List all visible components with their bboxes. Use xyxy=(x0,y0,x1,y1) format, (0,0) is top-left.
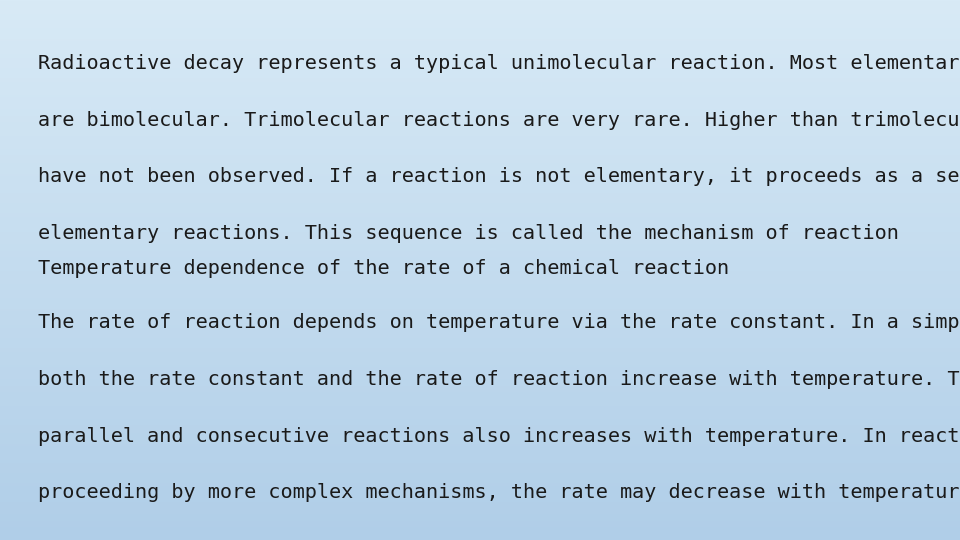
Text: are bimolecular. Trimolecular reactions are very rare. Higher than trimolecular : are bimolecular. Trimolecular reactions … xyxy=(38,111,960,130)
Text: elementary reactions. This sequence is called the mechanism of reaction: elementary reactions. This sequence is c… xyxy=(38,224,900,243)
Text: Temperature dependence of the rate of a chemical reaction: Temperature dependence of the rate of a … xyxy=(38,259,730,278)
Text: The rate of reaction depends on temperature via the rate constant. In a simple r: The rate of reaction depends on temperat… xyxy=(38,313,960,332)
Text: both the rate constant and the rate of reaction increase with temperature. The r: both the rate constant and the rate of r… xyxy=(38,370,960,389)
Text: proceeding by more complex mechanisms, the rate may decrease with temperature.: proceeding by more complex mechanisms, t… xyxy=(38,483,960,502)
Text: parallel and consecutive reactions also increases with temperature. In reactions: parallel and consecutive reactions also … xyxy=(38,427,960,446)
Text: have not been observed. If a reaction is not elementary, it proceeds as a sequen: have not been observed. If a reaction is… xyxy=(38,167,960,186)
Text: Radioactive decay represents a typical unimolecular reaction. Most elementary re: Radioactive decay represents a typical u… xyxy=(38,54,960,73)
